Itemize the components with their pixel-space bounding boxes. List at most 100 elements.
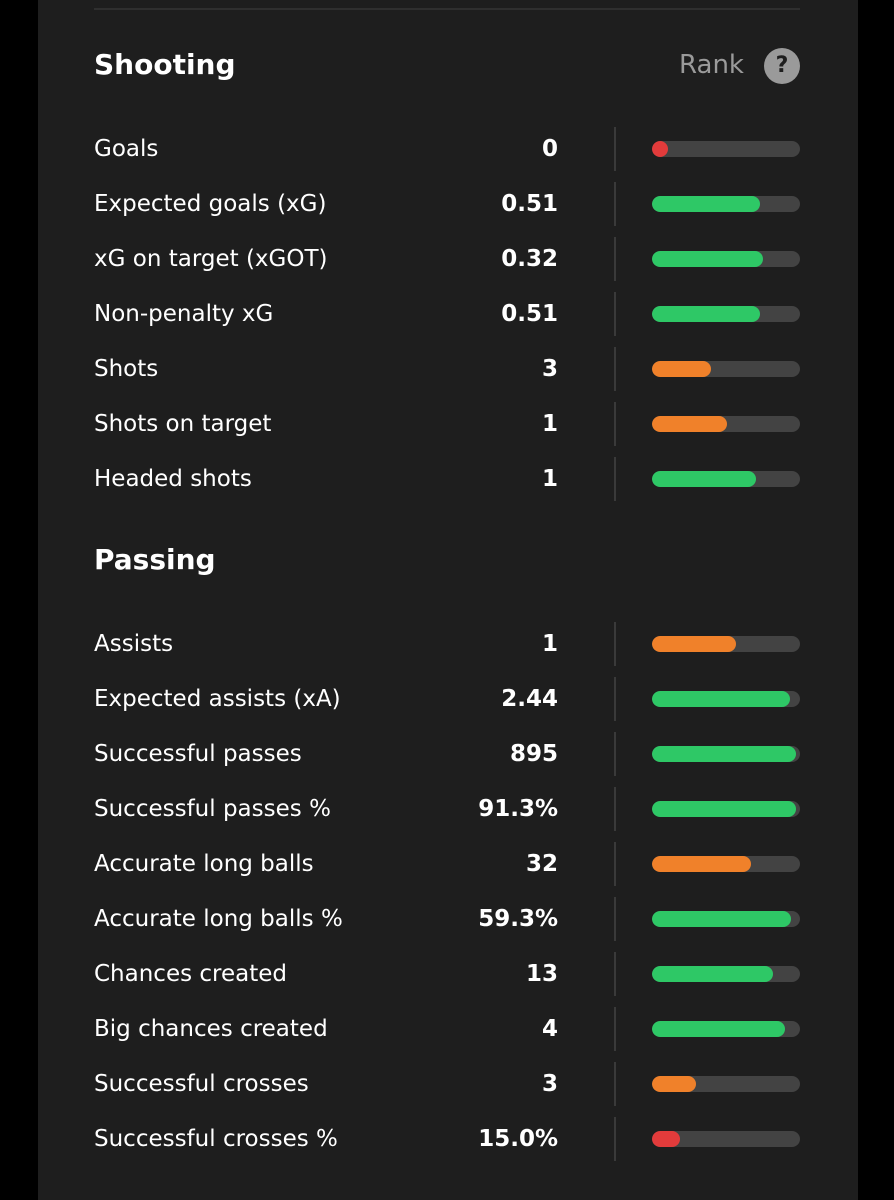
rank-bar [652,856,800,872]
stat-value: 0.32 [501,246,558,272]
stat-row: Big chances created 4 [94,1007,800,1062]
rank-bar-fill [652,1131,681,1147]
rank-bar [652,691,800,707]
column-divider [614,127,616,171]
stat-label: Accurate long balls [94,851,314,877]
stat-label: xG on target (xGOT) [94,246,328,272]
rank-bar-fill [652,306,761,322]
stat-value: 3 [541,1071,558,1097]
stat-row: Chances created 13 [94,952,800,1007]
rank-bar-fill [652,196,761,212]
stat-row: Successful passes 895 [94,732,800,787]
rank-bar-fill [652,416,728,432]
column-divider [614,952,616,996]
rank-bar [652,746,800,762]
stat-value: 2.44 [501,686,558,712]
stat-row: Expected assists (xA) 2.44 [94,677,800,732]
stat-label: Accurate long balls % [94,906,343,932]
stat-value: 32 [525,851,558,877]
column-divider [614,897,616,941]
stat-row: Accurate long balls % 59.3% [94,897,800,952]
rank-bar [652,1076,800,1092]
rank-bar-fill [652,361,712,377]
column-divider [614,1007,616,1051]
stat-value: 59.3% [478,906,558,932]
rank-bar [652,196,800,212]
rank-bar-fill [652,636,737,652]
rank-bar-fill [652,801,796,817]
stat-label: Non-penalty xG [94,301,274,327]
stat-row: Shots 3 [94,347,800,402]
rank-bar [652,306,800,322]
column-divider [614,1117,616,1161]
rank-bar [652,911,800,927]
column-divider [614,677,616,721]
stat-label: Successful passes [94,741,302,767]
stat-value: 15.0% [478,1126,558,1152]
stat-label: Headed shots [94,466,252,492]
help-icon[interactable]: ? [764,48,800,84]
stat-value: 1 [541,411,558,437]
stat-row: Non-penalty xG 0.51 [94,292,800,347]
stat-value: 0.51 [501,301,558,327]
column-divider [614,457,616,501]
stat-label: Expected goals (xG) [94,191,327,217]
rank-bar [652,966,800,982]
stat-label: Assists [94,631,174,657]
stat-value: 895 [509,741,558,767]
rank-bar-fill [652,471,756,487]
stat-label: Successful crosses [94,1071,309,1097]
column-divider [614,732,616,776]
shooting-title: Shooting [94,48,236,81]
rank-bar-fill [652,1021,786,1037]
stat-value: 1 [541,466,558,492]
stat-row: Accurate long balls 32 [94,842,800,897]
rank-bar [652,416,800,432]
stat-value: 0 [541,136,558,162]
stat-row: xG on target (xGOT) 0.32 [94,237,800,292]
shooting-header: Shooting Rank ? [94,45,800,85]
passing-title: Passing [94,543,216,576]
rank-bar [652,471,800,487]
rank-bar-fill [652,691,790,707]
rank-bar [652,1021,800,1037]
column-divider [614,237,616,281]
stat-value: 91.3% [478,796,558,822]
column-divider [614,347,616,391]
stat-label: Shots on target [94,411,272,437]
rank-bar-fill [652,966,774,982]
column-divider [614,402,616,446]
rank-bar [652,141,800,157]
stat-value: 4 [541,1016,558,1042]
stat-value: 3 [541,356,558,382]
rank-bar-fill [652,911,792,927]
column-divider [614,182,616,226]
column-divider [614,1062,616,1106]
stat-value: 0.51 [501,191,558,217]
stat-row: Goals 0 [94,127,800,182]
rank-bar [652,1131,800,1147]
rank-bar-fill [652,251,763,267]
rank-bar-fill [652,141,668,157]
stat-label: Big chances created [94,1016,328,1042]
rank-bar-fill [652,856,752,872]
column-divider [614,622,616,666]
stat-label: Shots [94,356,159,382]
stat-row: Expected goals (xG) 0.51 [94,182,800,237]
column-divider [614,842,616,886]
stat-row: Headed shots 1 [94,457,800,512]
stat-label: Successful crosses % [94,1126,338,1152]
stat-label: Chances created [94,961,288,987]
stat-label: Goals [94,136,159,162]
rank-bar-fill [652,746,796,762]
stat-row: Successful crosses 3 [94,1062,800,1117]
stat-value: 13 [525,961,558,987]
stat-row: Shots on target 1 [94,402,800,457]
stat-row: Successful passes % 91.3% [94,787,800,842]
column-divider [614,787,616,831]
passing-header: Passing [94,540,800,580]
rank-label: Rank [679,50,744,80]
rank-bar [652,361,800,377]
stat-row: Successful crosses % 15.0% [94,1117,800,1172]
stats-card: Shooting Rank ? Goals 0 Expected goals (xG… [38,0,858,1200]
